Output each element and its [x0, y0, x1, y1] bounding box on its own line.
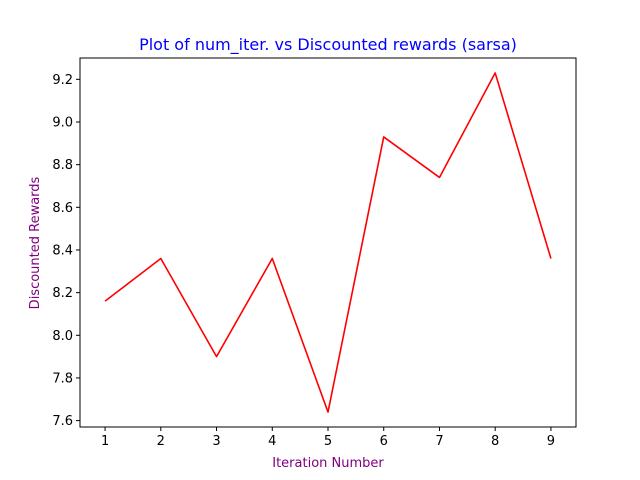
y-tick-label: 7.8: [52, 371, 73, 386]
x-tick-label: 3: [212, 434, 220, 449]
y-axis-label: Discounted Rewards: [28, 176, 43, 309]
x-tick-label: 5: [324, 434, 332, 449]
x-tick-label: 9: [547, 434, 555, 449]
y-tick-label: 8.0: [52, 329, 73, 344]
x-tick-label: 2: [157, 434, 165, 449]
x-axis-label: Iteration Number: [272, 456, 384, 471]
y-tick-label: 8.2: [52, 286, 73, 301]
y-tick-label: 9.0: [52, 115, 73, 130]
x-tick-label: 7: [435, 434, 443, 449]
y-tick-label: 7.6: [52, 414, 73, 429]
series-line-0: [104, 72, 552, 413]
y-tick-label: 8.6: [52, 201, 73, 216]
y-tick-label: 8.4: [52, 243, 73, 258]
plot-area: 1 2 3 4 5 6 7 8 9 7.6 7.8 8.0 8.2 8.4 8.6 8.8 9.0 9.2: [52, 57, 577, 449]
x-tick-label: 8: [491, 434, 499, 449]
y-tick-label: 9.2: [52, 73, 73, 88]
x-tick-label: 1: [101, 434, 109, 449]
x-tick-label: 4: [268, 434, 276, 449]
y-tick-label: 8.8: [52, 158, 73, 173]
x-tick-label: 6: [380, 434, 388, 449]
plot-frame: [79, 57, 577, 428]
chart-title: Plot of num_iter. vs Discounted rewards …: [139, 35, 517, 55]
